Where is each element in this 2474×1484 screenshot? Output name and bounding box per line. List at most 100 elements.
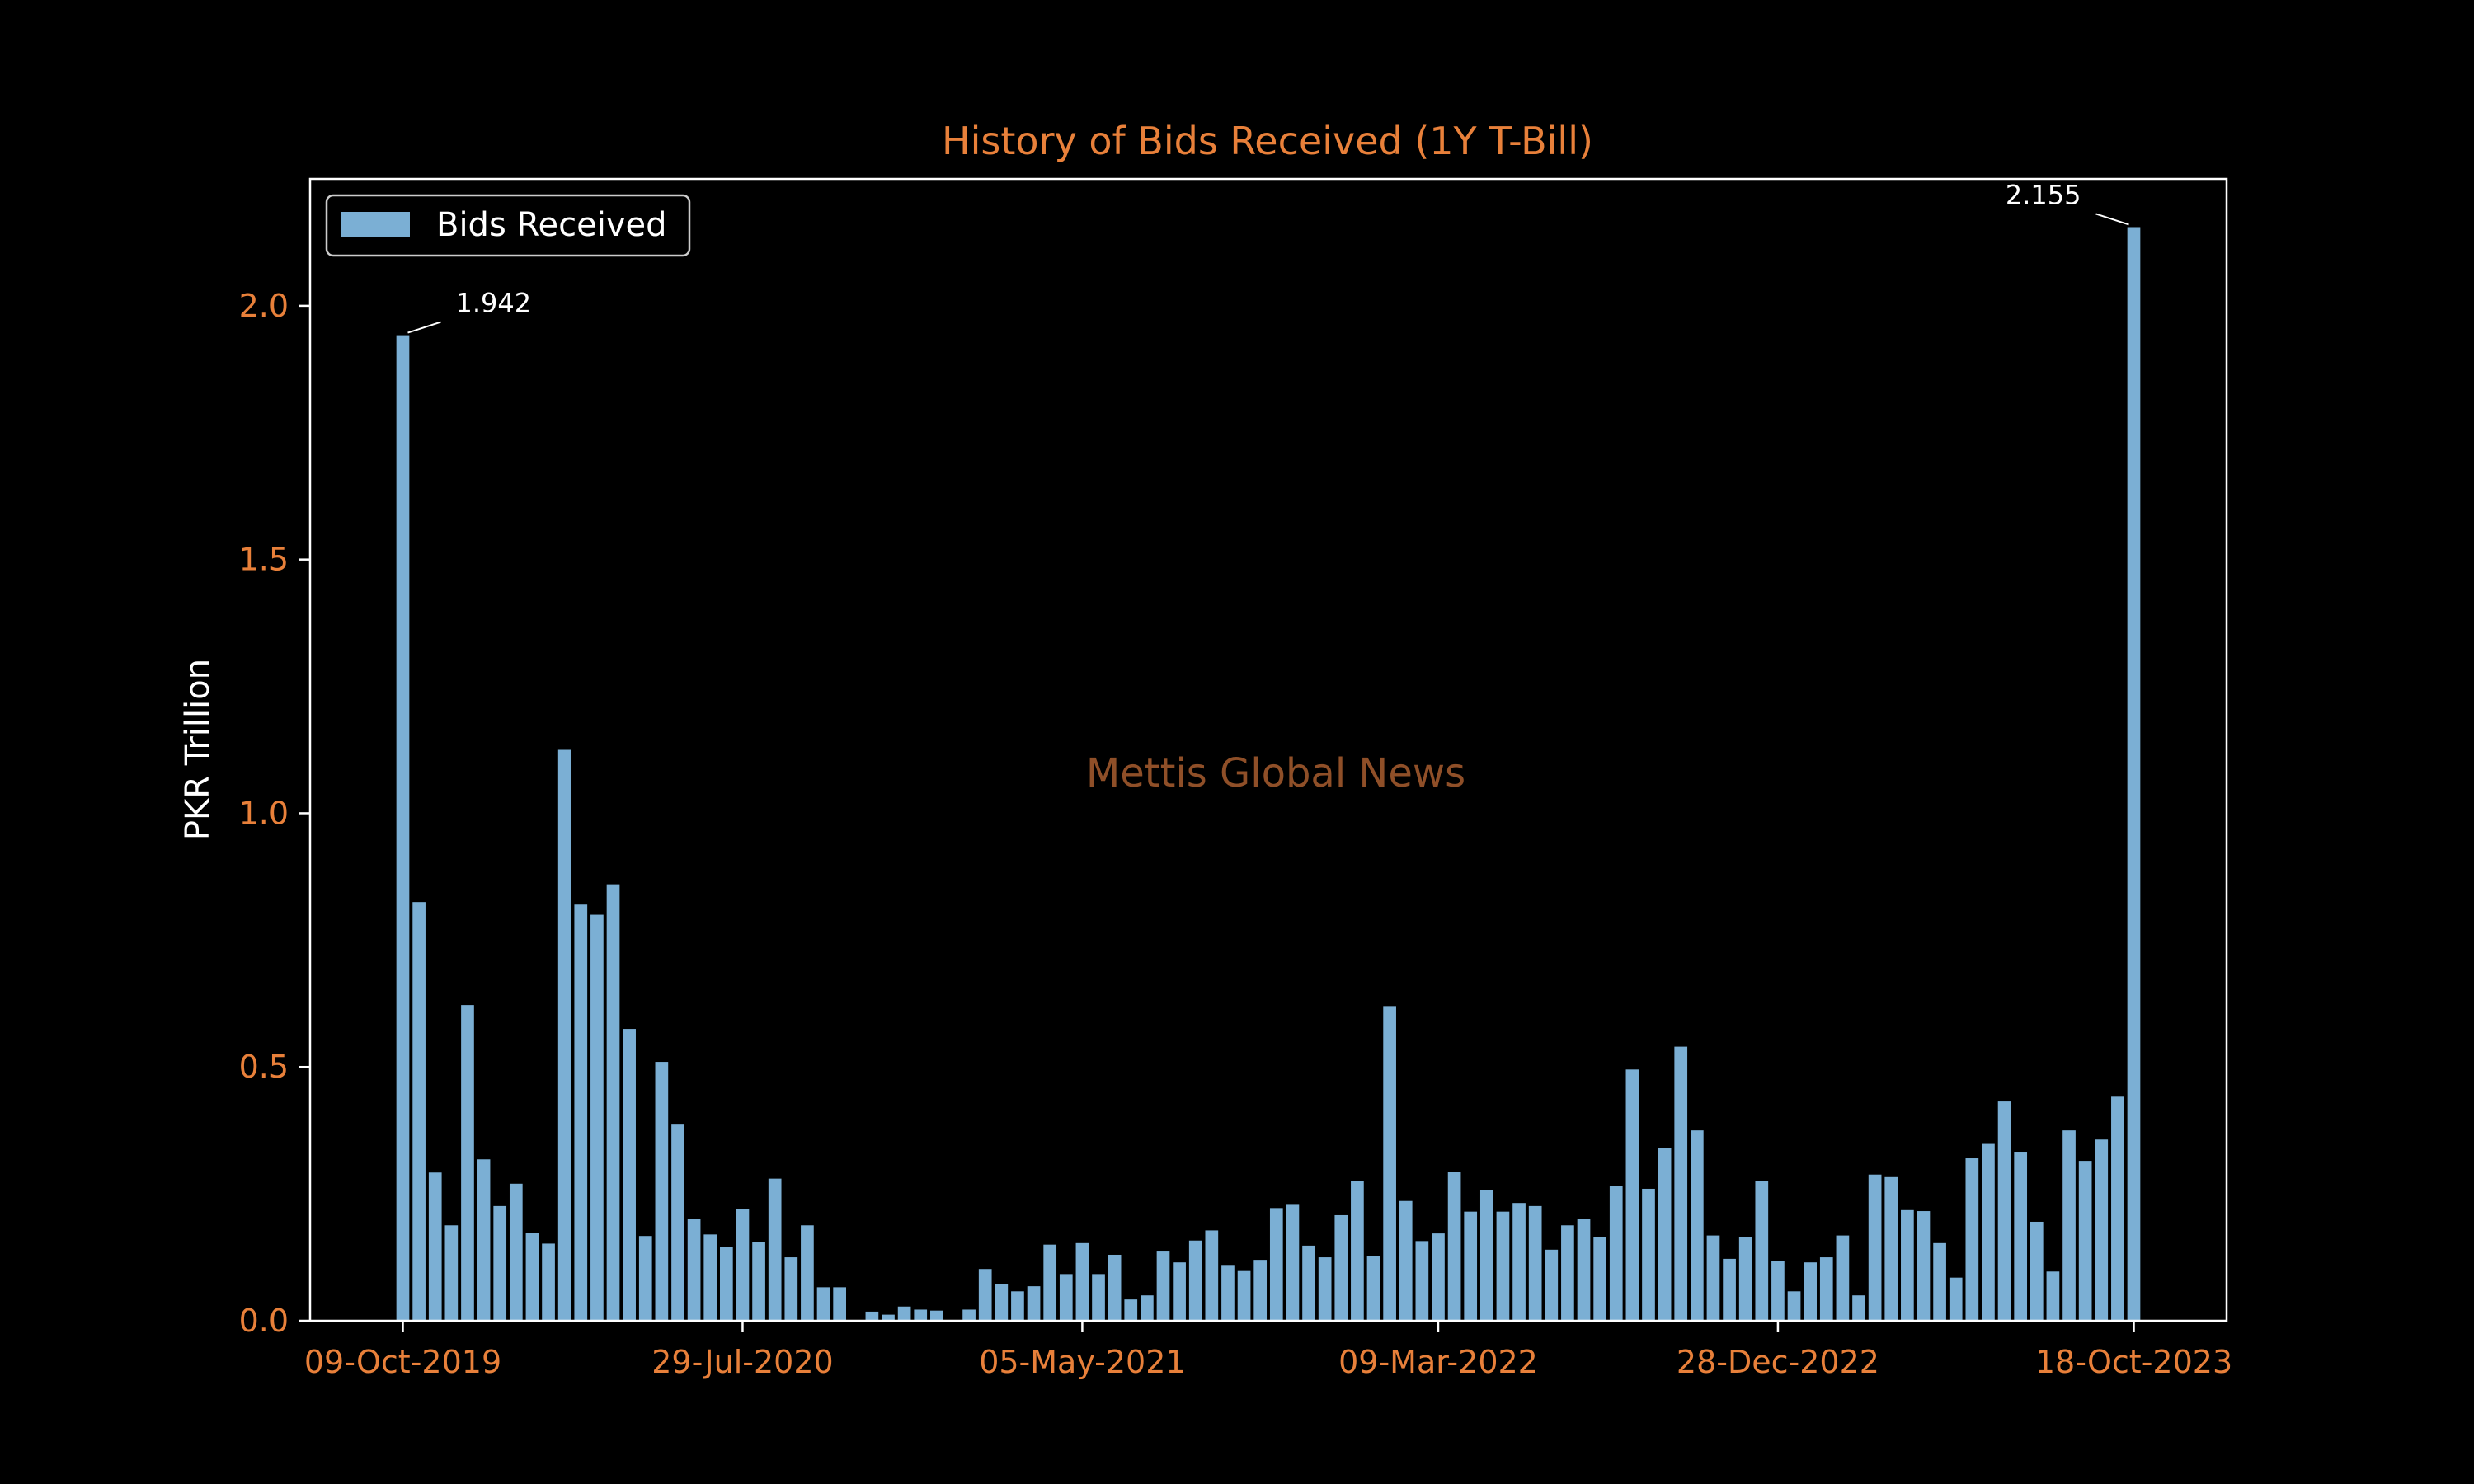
bar	[1479, 1190, 1493, 1321]
bar	[1027, 1286, 1041, 1321]
bar	[784, 1257, 798, 1321]
annotation-leader	[2095, 213, 2129, 226]
bar	[1237, 1270, 1251, 1321]
bar	[574, 904, 588, 1321]
x-axis: 09-Oct-2019 29-Jul-2020 05-May-2021 09-Mar-…	[304, 1321, 2232, 1380]
bar	[525, 1233, 539, 1321]
bar	[1933, 1242, 1946, 1321]
bar	[396, 335, 410, 1322]
bar	[1141, 1295, 1154, 1321]
bar	[1852, 1295, 1865, 1321]
bar	[493, 1205, 507, 1321]
bar	[719, 1247, 733, 1321]
annotation-label: 1.942	[456, 288, 532, 319]
bar	[1108, 1254, 1122, 1321]
bar	[1512, 1203, 1526, 1321]
bar	[801, 1225, 814, 1321]
bar	[2030, 1221, 2044, 1321]
watermark: Mettis Global News	[1086, 750, 1465, 796]
bar	[978, 1269, 992, 1321]
legend-swatch	[341, 212, 410, 237]
bar	[1366, 1256, 1380, 1321]
bar	[752, 1242, 765, 1321]
bar	[590, 914, 604, 1321]
y-tick-label: 2.0	[239, 288, 289, 324]
bar	[1205, 1230, 1219, 1321]
bar	[1642, 1188, 1655, 1321]
bar	[2062, 1130, 2076, 1321]
bar	[1075, 1242, 1089, 1321]
bar	[914, 1309, 928, 1321]
bar	[1383, 1006, 1396, 1321]
bar	[2014, 1152, 2028, 1321]
chart-title: History of Bids Received (1Y T-Bill)	[942, 119, 1593, 163]
annotation-leader	[407, 321, 441, 334]
x-tick-label: 09-Mar-2022	[1338, 1344, 1538, 1380]
bar	[703, 1234, 717, 1321]
bar	[1545, 1249, 1559, 1321]
bar	[1173, 1262, 1186, 1321]
bar	[1755, 1181, 1769, 1321]
legend-label: Bids Received	[436, 206, 667, 244]
legend-box	[325, 194, 691, 257]
bar	[1092, 1274, 1105, 1321]
bar	[2111, 1096, 2124, 1321]
bar	[1399, 1200, 1413, 1321]
bar	[671, 1124, 684, 1321]
bar	[1949, 1277, 1963, 1321]
legend: Bids Received	[325, 194, 691, 257]
bar	[1884, 1176, 1898, 1321]
bar	[1415, 1241, 1429, 1321]
bar	[623, 1029, 636, 1321]
x-tick-label: 28-Dec-2022	[1677, 1344, 1879, 1380]
bar	[1868, 1174, 1882, 1321]
bar	[768, 1178, 782, 1321]
bar	[1804, 1262, 1818, 1321]
x-tick-label: 05-May-2021	[979, 1344, 1185, 1380]
bar	[1674, 1046, 1688, 1321]
y-axis: 0.0 0.5 1.0 1.5 2.0	[239, 288, 310, 1339]
bar	[962, 1309, 976, 1321]
bar	[1965, 1158, 1979, 1321]
bar	[509, 1183, 523, 1321]
bar	[1124, 1299, 1138, 1321]
y-tick-label: 0.5	[239, 1049, 289, 1085]
bar	[833, 1287, 846, 1321]
bar-series-bids-received	[396, 227, 2141, 1322]
bar	[638, 1236, 652, 1321]
bar	[1302, 1245, 1315, 1321]
bar	[1771, 1261, 1785, 1321]
y-tick-label: 1.0	[239, 795, 289, 831]
x-tick-label: 29-Jul-2020	[651, 1344, 833, 1380]
annotations: 1.942 2.155	[407, 179, 2129, 334]
bar	[1658, 1148, 1672, 1321]
bar	[1691, 1130, 1704, 1321]
bar	[1269, 1208, 1283, 1321]
bar	[557, 749, 571, 1321]
bar	[1447, 1172, 1461, 1321]
bar	[1901, 1209, 1914, 1321]
bar	[1723, 1258, 1736, 1321]
bar	[2046, 1271, 2060, 1321]
bar	[1787, 1291, 1801, 1321]
bar	[461, 1005, 474, 1321]
y-tick-label: 1.5	[239, 542, 289, 578]
bar	[687, 1219, 701, 1321]
bar	[606, 884, 620, 1321]
bar	[1738, 1237, 1752, 1321]
bar	[1625, 1069, 1639, 1321]
bar	[897, 1306, 911, 1321]
bar	[1253, 1260, 1268, 1321]
bar	[412, 902, 426, 1321]
bar	[2078, 1161, 2092, 1321]
bar	[1334, 1214, 1348, 1321]
x-tick-label: 18-Oct-2023	[2035, 1344, 2232, 1380]
bar	[428, 1172, 442, 1321]
bar	[1577, 1219, 1591, 1321]
bar	[1609, 1186, 1623, 1321]
bar	[444, 1225, 459, 1321]
bar	[1432, 1233, 1445, 1321]
bar	[1351, 1181, 1364, 1321]
bar	[816, 1287, 830, 1321]
